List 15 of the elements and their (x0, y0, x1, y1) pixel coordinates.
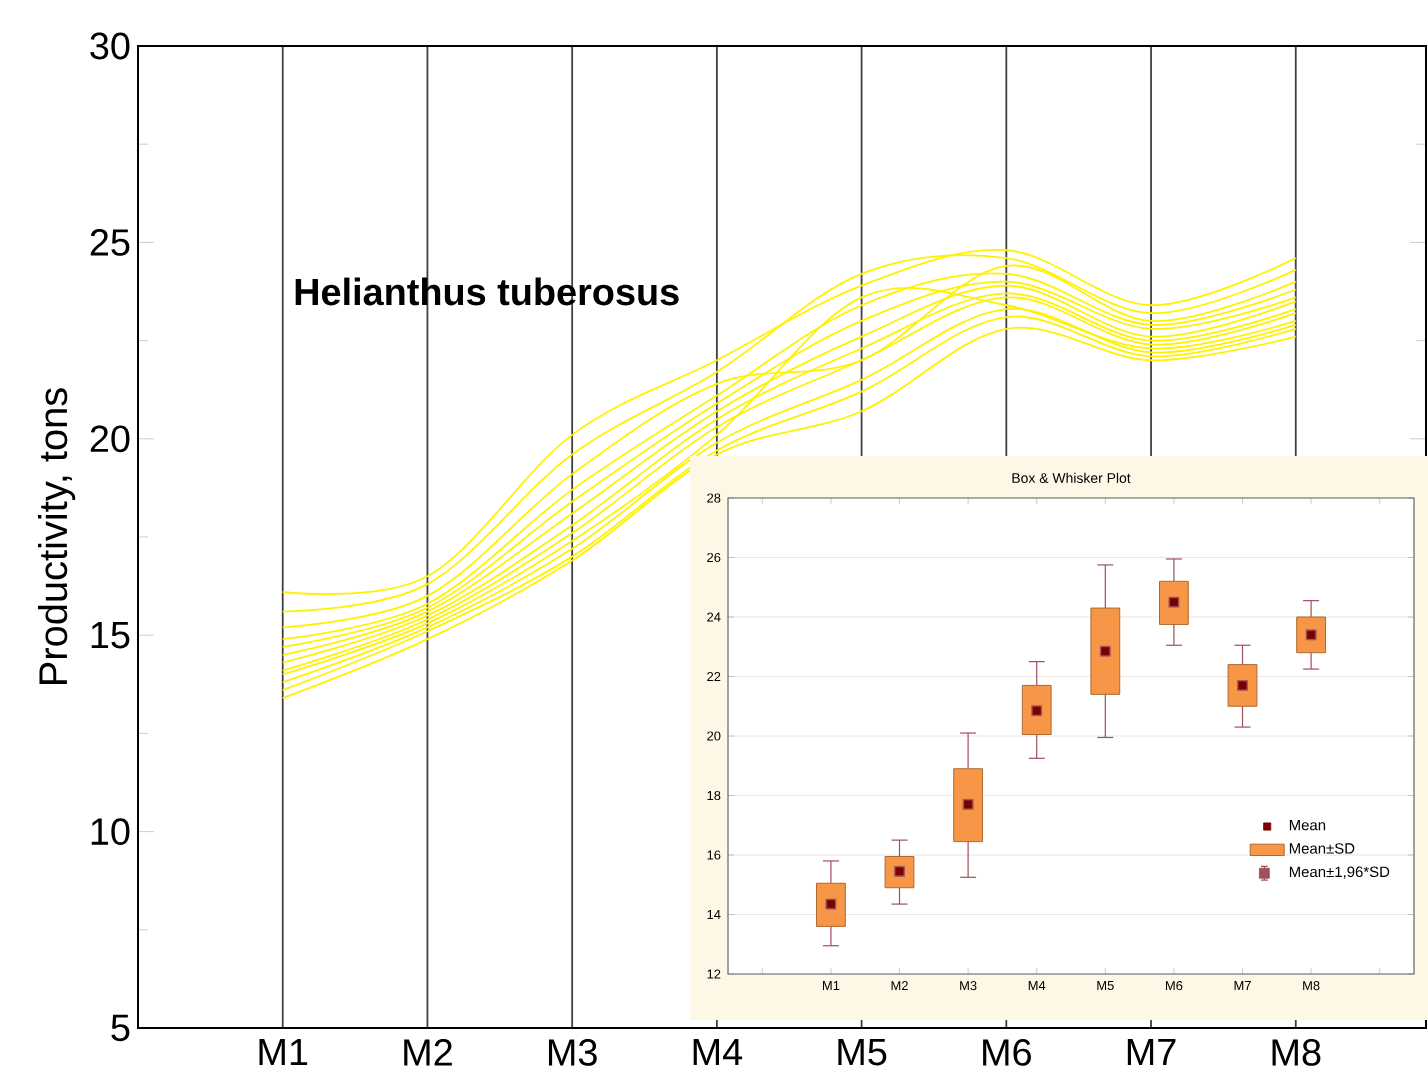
y-tick-label: 20 (90, 425, 130, 453)
x-tick-label: M7 (1127, 1039, 1176, 1066)
x-tick-label: M2 (404, 1039, 452, 1066)
y-tick-label: 15 (91, 622, 130, 649)
y-axis-title: Productivity, tons (38, 388, 76, 684)
x-tick-label: M6 (983, 1039, 1031, 1066)
x-tick-label: M3 (548, 1039, 597, 1066)
y-tick-label: 30 (90, 32, 130, 60)
y-tick-label: 5 (111, 1014, 130, 1042)
x-tick-label: M1 (259, 1039, 308, 1066)
y-tick-label: 10 (91, 818, 130, 846)
x-tick-label: M8 (1272, 1039, 1321, 1066)
x-tick-label: M5 (838, 1039, 887, 1066)
y-tick-label: 25 (90, 228, 130, 256)
x-tick-label: M4 (693, 1039, 743, 1066)
